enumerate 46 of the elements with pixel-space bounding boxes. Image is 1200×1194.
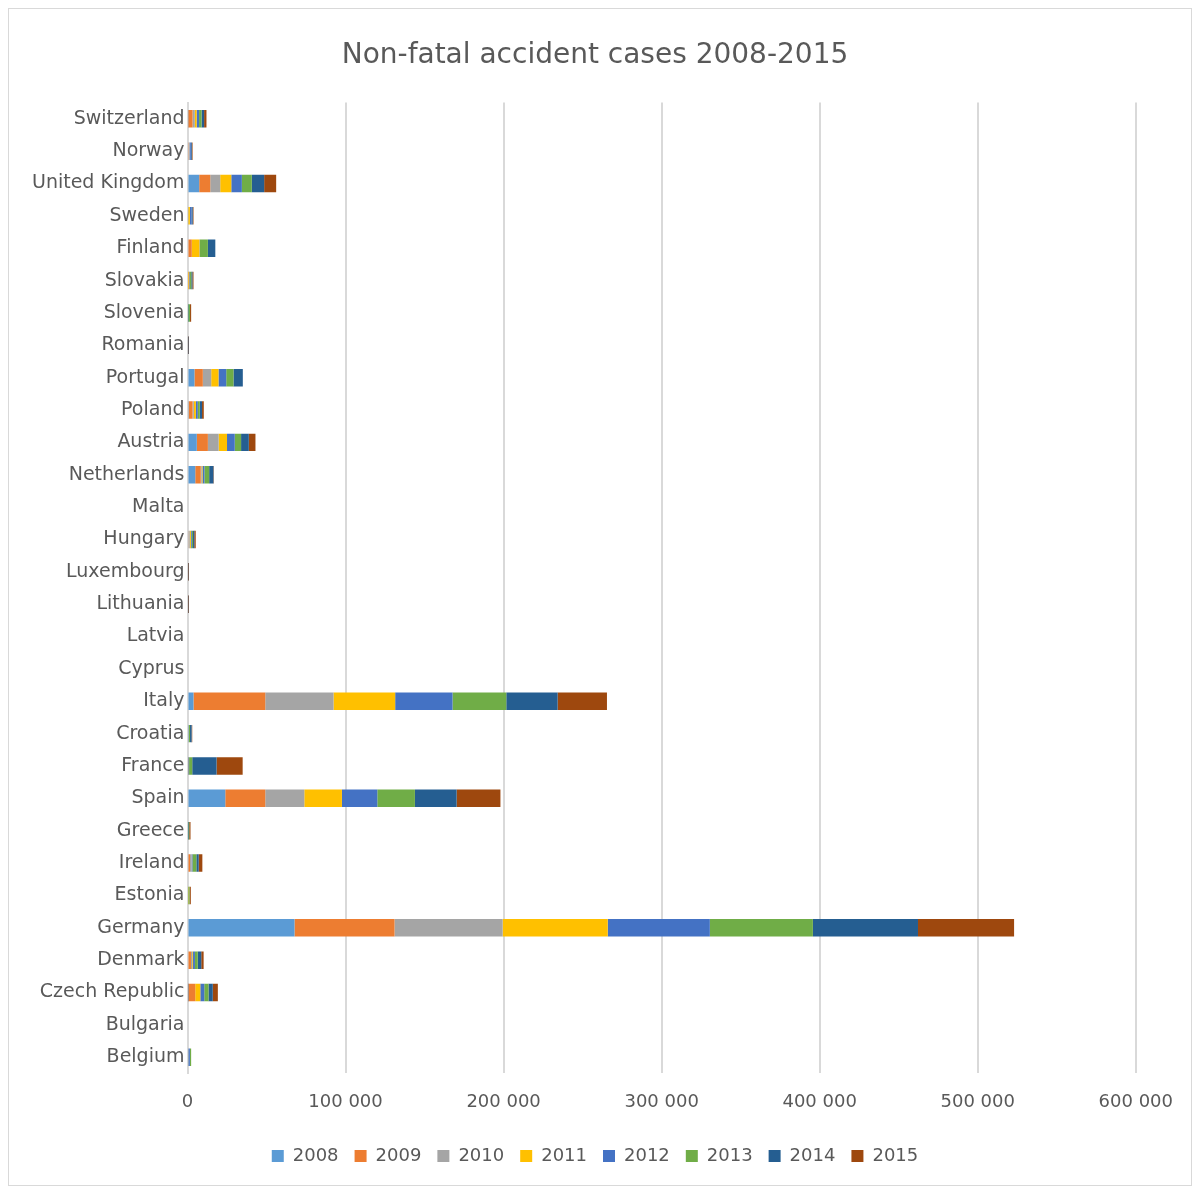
y-tick-label: Spain: [131, 785, 185, 808]
y-tick-label: Lithuania: [96, 591, 185, 614]
y-tick-label: Finland: [116, 235, 185, 258]
legend-label: 2011: [541, 1143, 587, 1165]
y-tick-label: Ireland: [118, 850, 185, 872]
x-tick-label: 300 000: [624, 1089, 699, 1111]
x-tick-label: 400 000: [782, 1089, 857, 1111]
y-tick-label: Estonia: [114, 882, 185, 905]
y-tick-label: Denmark: [97, 947, 185, 970]
y-tick-label: Czech Republic: [39, 979, 185, 1002]
legend-label: 2014: [789, 1143, 836, 1165]
x-tick-label: 200 000: [466, 1089, 541, 1111]
y-tick-label: Austria: [117, 429, 185, 452]
x-tick-label: 500 000: [940, 1089, 1015, 1111]
y-tick-label: Luxembourg: [66, 558, 185, 581]
y-tick-label: Slovenia: [103, 299, 185, 322]
y-tick-label: Greece: [116, 817, 185, 840]
y-tick-label: Netherlands: [68, 461, 185, 484]
legend-label: 2012: [624, 1143, 670, 1165]
x-tick-label: 100 000: [308, 1089, 383, 1111]
y-tick-label: Portugal: [105, 364, 185, 387]
legend-label: 2010: [458, 1143, 505, 1165]
chart-title: Non-fatal accident cases 2008-2015: [341, 37, 849, 71]
x-tick-label: 600 000: [1098, 1089, 1173, 1111]
y-tick-label: Malta: [132, 494, 185, 517]
legend-label: 2009: [375, 1143, 422, 1165]
y-tick-label: Latvia: [126, 623, 185, 646]
y-tick-label: Germany: [97, 914, 185, 937]
y-tick-label: United Kingdom: [31, 170, 185, 193]
y-tick-label: Italy: [143, 688, 185, 711]
y-tick-label: Norway: [112, 138, 185, 161]
legend-label: 2015: [872, 1143, 919, 1165]
legend-label: 2013: [706, 1143, 753, 1165]
y-tick-label: Hungary: [103, 526, 185, 549]
y-tick-label: Poland: [121, 396, 185, 419]
y-tick-label: Sweden: [109, 202, 185, 225]
y-tick-label: Slovakia: [104, 267, 185, 290]
y-tick-label: Bulgaria: [105, 1011, 185, 1034]
y-tick-label: Cyprus: [118, 655, 185, 678]
legend-label: 2008: [292, 1143, 339, 1165]
y-tick-label: France: [121, 752, 185, 775]
y-tick-label: Belgium: [106, 1044, 185, 1067]
x-tick-label: 0: [181, 1089, 194, 1111]
y-tick-label: Switzerland: [73, 105, 185, 128]
y-tick-label: Romania: [101, 332, 185, 355]
y-tick-label: Croatia: [116, 720, 185, 743]
